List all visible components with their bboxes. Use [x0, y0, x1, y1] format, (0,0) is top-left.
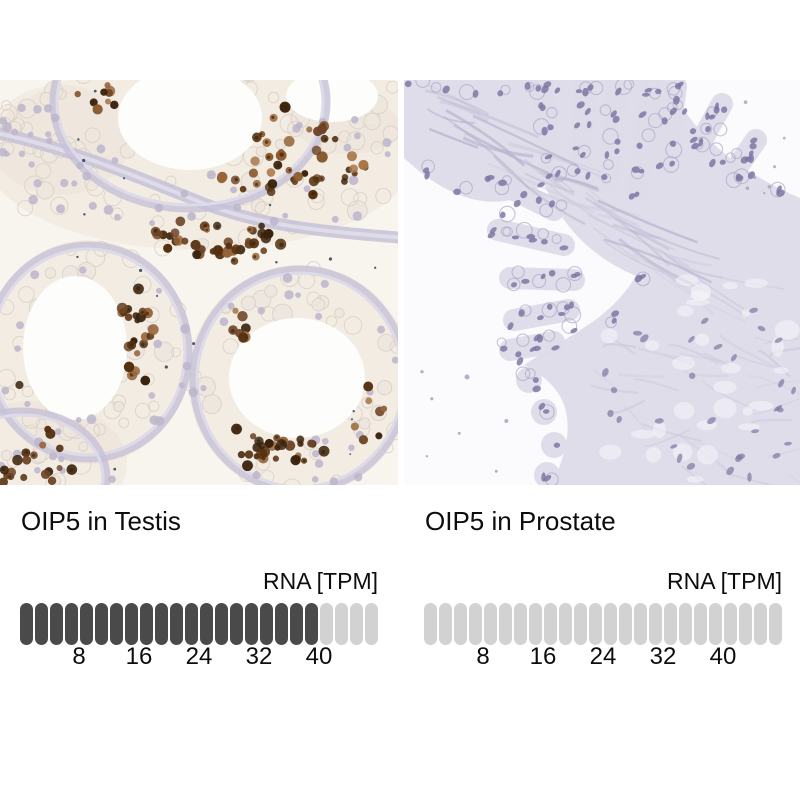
tpm-segment — [215, 603, 228, 645]
tpm-segment — [694, 603, 707, 645]
tick-label: 16 — [529, 643, 557, 670]
tpm-segment — [754, 603, 767, 645]
tpm-segment — [589, 603, 602, 645]
tpm-segment — [619, 603, 632, 645]
tpm-segment — [634, 603, 647, 645]
tpm-segment — [439, 603, 452, 645]
tick-label: 8 — [476, 643, 490, 670]
tpm-segment — [649, 603, 662, 645]
tpm-axis-ticks-testis: 8 16 24 32 40 — [0, 643, 398, 675]
tick-label: 32 — [649, 643, 677, 670]
tpm-segment-bar-testis — [20, 603, 378, 645]
tpm-segment — [604, 603, 617, 645]
tpm-segment — [559, 603, 572, 645]
tick-label: 24 — [185, 643, 213, 670]
tpm-segment — [95, 603, 108, 645]
tpm-segment — [275, 603, 288, 645]
panel-testis: OIP5 in Testis RNA [TPM] 8 16 24 32 40 — [0, 80, 398, 700]
panel-prostate: OIP5 in Prostate RNA [TPM] 8 16 24 32 40 — [404, 80, 800, 700]
tpm-segment — [200, 603, 213, 645]
tpm-segment — [35, 603, 48, 645]
tpm-segment — [230, 603, 243, 645]
tpm-segment — [664, 603, 677, 645]
tpm-segment — [20, 603, 33, 645]
tpm-segment — [739, 603, 752, 645]
tpm-segment — [679, 603, 692, 645]
tpm-segment — [335, 603, 348, 645]
tick-label: 40 — [709, 643, 737, 670]
tpm-segment — [155, 603, 168, 645]
tpm-segment — [724, 603, 737, 645]
tpm-segment — [574, 603, 587, 645]
tpm-segment — [65, 603, 78, 645]
tpm-segment — [50, 603, 63, 645]
tpm-segment — [320, 603, 333, 645]
tick-label: 32 — [245, 643, 273, 670]
figure-title-prostate: OIP5 in Prostate — [425, 506, 616, 536]
tpm-segment — [305, 603, 318, 645]
tpm-segment — [125, 603, 138, 645]
tick-label: 16 — [125, 643, 153, 670]
rna-tpm-axis-label: RNA [TPM] — [666, 568, 782, 594]
tick-label: 8 — [72, 643, 86, 670]
tpm-segment — [365, 603, 378, 645]
tick-label: 24 — [589, 643, 617, 670]
tpm-segment — [514, 603, 527, 645]
tpm-segment — [80, 603, 93, 645]
tpm-segment — [260, 603, 273, 645]
tpm-segment — [454, 603, 467, 645]
tpm-segment — [185, 603, 198, 645]
tpm-segment — [170, 603, 183, 645]
tpm-segment — [544, 603, 557, 645]
rna-tpm-axis-label: RNA [TPM] — [262, 568, 378, 594]
figure-title-testis: OIP5 in Testis — [21, 506, 181, 536]
tpm-segment — [484, 603, 497, 645]
tpm-segment — [424, 603, 437, 645]
tpm-segment-bar-prostate — [424, 603, 782, 645]
tpm-segment — [769, 603, 782, 645]
testis-micrograph — [0, 80, 398, 485]
tpm-segment — [290, 603, 303, 645]
tpm-segment — [499, 603, 512, 645]
tpm-segment — [245, 603, 258, 645]
tick-label: 40 — [305, 643, 333, 670]
tpm-axis-ticks-prostate: 8 16 24 32 40 — [404, 643, 800, 675]
prostate-micrograph — [404, 80, 800, 485]
tpm-segment — [110, 603, 123, 645]
tpm-segment — [529, 603, 542, 645]
tpm-segment — [350, 603, 363, 645]
tpm-segment — [469, 603, 482, 645]
tpm-segment — [140, 603, 153, 645]
tpm-segment — [709, 603, 722, 645]
